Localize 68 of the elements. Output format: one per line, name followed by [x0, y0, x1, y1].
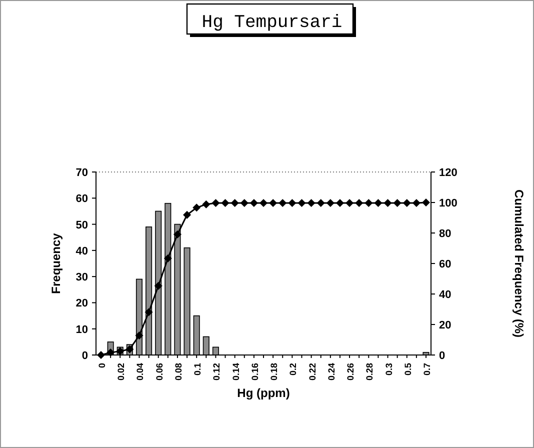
- x-tick-label: 0.1: [192, 363, 203, 376]
- y-tick-label: 40: [76, 245, 88, 258]
- y2-tick-label: 20: [439, 320, 452, 332]
- y2-tick-label: 0: [439, 350, 446, 362]
- y-tick-label: 60: [76, 193, 88, 206]
- point: [154, 282, 162, 290]
- x-tick-label: 0.28: [364, 363, 375, 381]
- y-axis-title: Frequency: [49, 232, 63, 294]
- y2-tick-label: 60: [439, 258, 452, 270]
- y2-tick-label: 100: [439, 198, 458, 210]
- x-tick-label: 0: [97, 363, 107, 368]
- x-tick-label: 0.02: [116, 363, 126, 381]
- point: [374, 198, 382, 207]
- x-tick-label: 0.04: [135, 363, 146, 381]
- y-tick-label: 10: [76, 324, 88, 336]
- y-tick-label: 0: [82, 350, 88, 362]
- point: [393, 198, 402, 207]
- point: [298, 198, 306, 207]
- point: [422, 198, 430, 206]
- point: [355, 198, 364, 207]
- x-tick-label: 0.22: [307, 363, 318, 381]
- x-tick-label: 0.24: [326, 363, 336, 381]
- y2-tick-label: 40: [439, 289, 452, 301]
- y2-tick-label: 80: [439, 228, 452, 240]
- x-tick-label: 0.12: [212, 363, 222, 381]
- point: [173, 230, 182, 238]
- x-tick-label: 0.16: [250, 363, 260, 381]
- x-tick-label: 0.5: [402, 363, 413, 376]
- x-tick-label: 0.3: [384, 363, 394, 376]
- point: [212, 198, 220, 207]
- point: [221, 198, 230, 207]
- y-tick-label: 50: [76, 219, 88, 232]
- point: [316, 198, 325, 207]
- point: [307, 198, 316, 207]
- point: [412, 198, 420, 207]
- point: [260, 198, 268, 207]
- point: [183, 210, 192, 219]
- point: [230, 198, 239, 207]
- x-tick-label: 0.08: [173, 363, 184, 381]
- point: [364, 198, 373, 207]
- point: [192, 204, 201, 212]
- point: [144, 308, 153, 316]
- point: [402, 198, 411, 207]
- y2-tick-label: 120: [439, 167, 458, 179]
- x-tick-label: 0.2: [288, 363, 298, 376]
- y-tick-label: 20: [76, 298, 88, 310]
- x-tick-label: 0.14: [230, 363, 241, 381]
- point: [278, 198, 287, 207]
- x-axis-title: Hg (ppm): [237, 386, 290, 400]
- point: [346, 198, 354, 207]
- point: [202, 200, 210, 208]
- point: [384, 198, 392, 207]
- y-tick-label: 70: [76, 167, 88, 179]
- point: [326, 198, 334, 207]
- point: [269, 198, 278, 207]
- x-tick-label: 0.7: [422, 363, 432, 376]
- point: [240, 198, 248, 207]
- point: [135, 331, 144, 340]
- point: [336, 198, 344, 207]
- y2-axis-title: Cumulated Frequency (%): [512, 189, 526, 338]
- y-tick-label: 30: [76, 272, 88, 284]
- point: [288, 198, 296, 207]
- point: [250, 198, 258, 207]
- x-tick-label: 0.18: [269, 363, 280, 381]
- point: [164, 254, 172, 262]
- x-tick-label: 0.06: [154, 363, 164, 381]
- chart-title: Hg Tempursari: [202, 13, 342, 33]
- x-tick-label: 0.26: [346, 363, 356, 381]
